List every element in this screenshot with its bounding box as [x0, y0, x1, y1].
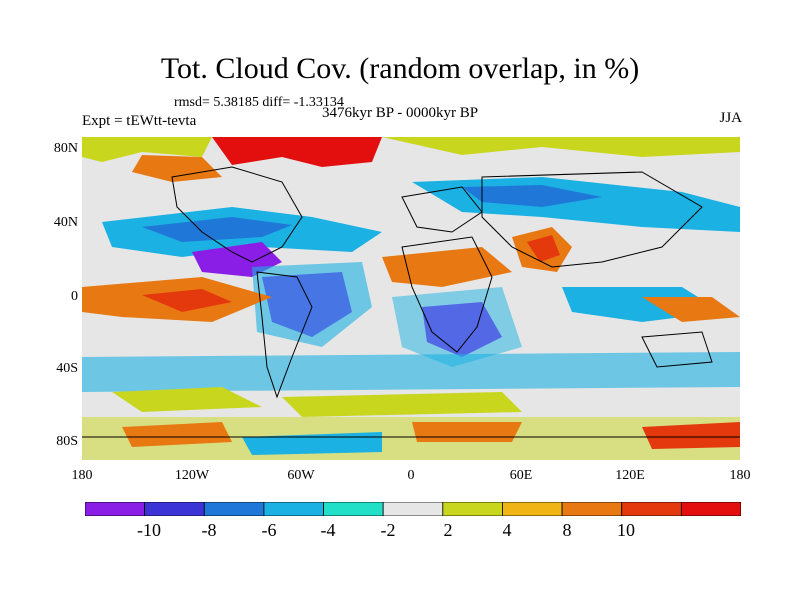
colorbar-label: 10 [617, 520, 635, 540]
colorbar-box [203, 502, 265, 516]
lon-label: 180 [729, 468, 751, 483]
colorbar-box [85, 502, 146, 516]
colorbar-label: -4 [320, 520, 336, 540]
cloud-cover-map [82, 137, 740, 460]
coastlines [82, 166, 740, 438]
colorbar-label: -6 [261, 520, 277, 540]
colorbar-label: -10 [137, 520, 161, 540]
lon-label: 0 [407, 468, 415, 483]
colorbar-box [561, 502, 623, 516]
colorbar-label: 2 [443, 520, 453, 540]
colorbar-box [144, 502, 205, 516]
experiment-label: Expt = tEWtt-tevta [82, 113, 197, 129]
colorbar-box [442, 502, 503, 516]
map-title: Tot. Cloud Cov. (random overlap, in %) [160, 52, 640, 85]
lon-label: 120W [174, 468, 210, 483]
lat-label: 40S [56, 361, 78, 376]
lat-label: 0 [71, 289, 78, 304]
period-label: 3476kyr BP - 0000kyr BP [322, 105, 479, 121]
colorbar-label: 8 [562, 520, 572, 540]
lon-label: 180 [71, 468, 93, 483]
lon-label: 120E [615, 468, 645, 483]
colorbar-box [263, 502, 324, 516]
lon-label: 60W [287, 468, 315, 483]
lat-label: 80S [56, 434, 78, 449]
colorbar-label: 4 [502, 520, 512, 540]
colorbar-box [502, 502, 563, 516]
season-label: JJA [719, 110, 742, 126]
lon-label: 60E [509, 468, 533, 483]
stats-line: rmsd= 5.38185 diff= -1.33134 [174, 95, 344, 110]
colorbar-label: -2 [380, 520, 396, 540]
colorbar-box [621, 502, 682, 516]
lat-label: 80N [53, 141, 78, 156]
colorbar-box [382, 502, 444, 516]
lat-label: 40N [53, 215, 78, 230]
colorbar-box [323, 502, 384, 516]
anomaly-field [82, 137, 740, 460]
colorbar-box [680, 502, 741, 516]
colorbar-label: -8 [201, 520, 217, 540]
colorbar-swatches [85, 502, 741, 516]
